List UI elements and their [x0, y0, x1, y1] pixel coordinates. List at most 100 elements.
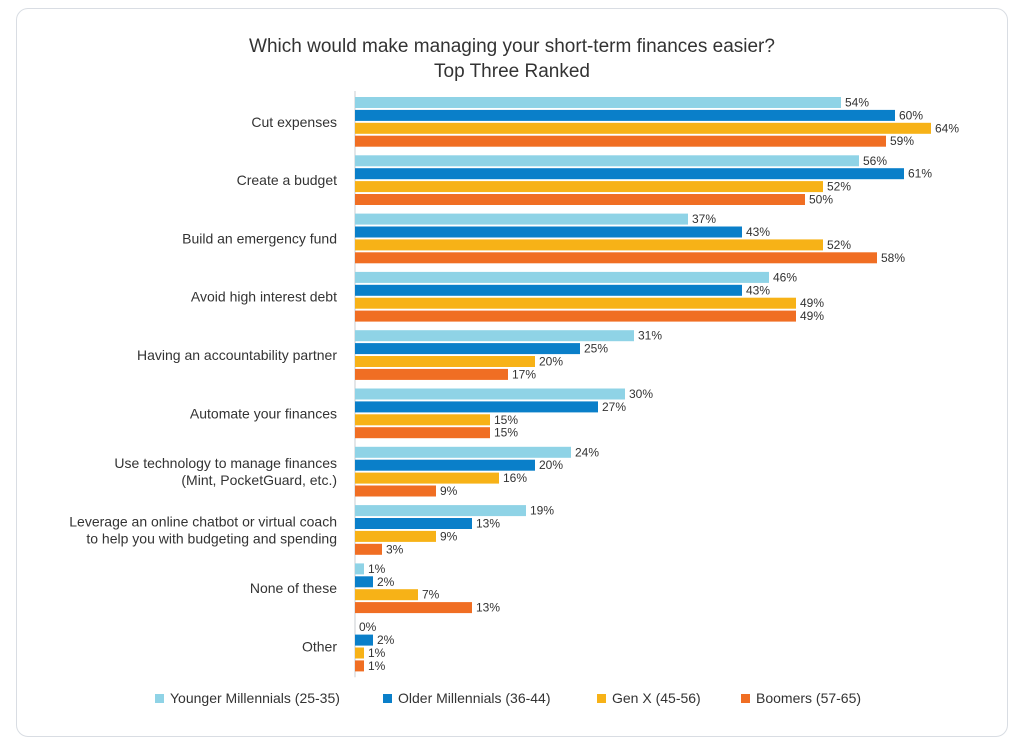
data-label: 7%	[422, 588, 440, 602]
category-label: Create a budget	[237, 172, 338, 188]
category-label: Cut expenses	[251, 114, 337, 130]
data-label: 17%	[512, 367, 536, 381]
data-label: 64%	[935, 121, 959, 135]
data-label: 2%	[377, 633, 395, 647]
data-label: 15%	[494, 413, 518, 427]
bar	[355, 181, 823, 193]
bar	[355, 485, 436, 497]
data-label: 1%	[368, 646, 386, 660]
bar	[355, 543, 382, 555]
data-label: 9%	[440, 529, 458, 543]
bar	[355, 647, 364, 659]
bar	[355, 563, 364, 575]
bar	[355, 446, 571, 458]
category-label: Other	[302, 639, 337, 655]
bar	[355, 602, 472, 614]
legend-swatch	[597, 693, 606, 703]
bar	[355, 297, 796, 309]
category-label: Avoid high interest debt	[191, 289, 337, 305]
data-label: 49%	[800, 296, 824, 310]
data-label: 59%	[890, 134, 914, 148]
data-label: 1%	[368, 562, 386, 576]
data-label: 43%	[746, 225, 770, 239]
bar	[355, 401, 598, 413]
legend-label: Boomers (57-65)	[756, 690, 862, 706]
bar	[355, 97, 841, 108]
category-label: Build an emergency fund	[182, 230, 337, 246]
bar	[355, 472, 499, 484]
bar	[355, 368, 508, 380]
bar	[355, 414, 490, 426]
data-label: 1%	[368, 659, 386, 673]
bar	[355, 530, 436, 542]
bar	[355, 135, 886, 147]
bar	[355, 122, 931, 134]
data-label: 25%	[584, 342, 608, 356]
bar	[355, 226, 742, 238]
data-label: 2%	[377, 575, 395, 589]
bar	[355, 660, 364, 672]
data-label: 54%	[845, 96, 869, 110]
category-label: Use technology to manage finances (Mint, …	[114, 455, 337, 488]
chart-subtitle: Top Three Ranked	[434, 61, 590, 82]
data-label: 0%	[359, 620, 377, 634]
bar	[355, 271, 769, 283]
bar	[355, 343, 580, 355]
category-label: None of these	[250, 580, 337, 596]
legend-swatch	[155, 693, 164, 703]
bar	[355, 284, 742, 296]
data-label: 30%	[629, 387, 653, 401]
data-label: 16%	[503, 471, 527, 485]
bar	[355, 459, 535, 471]
bar	[355, 634, 373, 646]
category-label: Leverage an online chatbot or virtual co…	[69, 513, 337, 546]
bar	[355, 518, 472, 529]
data-label: 50%	[809, 193, 833, 207]
bar	[355, 168, 904, 180]
legend-item: Younger Millennials (25-35)	[155, 690, 340, 706]
data-label: 31%	[638, 329, 662, 343]
data-label: 9%	[440, 484, 458, 498]
data-label: 60%	[899, 108, 923, 122]
data-label: 27%	[602, 400, 626, 414]
legend-item: Gen X (45-56)	[597, 690, 701, 706]
legend-swatch	[741, 693, 750, 703]
data-label: 24%	[575, 445, 599, 459]
data-label: 20%	[539, 355, 563, 369]
bar	[355, 330, 634, 342]
data-label: 43%	[746, 283, 770, 297]
bar	[355, 427, 490, 439]
bar	[355, 576, 373, 588]
data-label: 3%	[386, 542, 404, 556]
category-label: Having an accountability partner	[137, 347, 337, 363]
legend-label: Older Millennials (36-44)	[398, 690, 551, 706]
data-label: 52%	[827, 238, 851, 252]
data-label: 37%	[692, 212, 716, 226]
legend-item: Boomers (57-65)	[741, 690, 861, 706]
data-label: 49%	[800, 309, 824, 323]
legend-item: Older Millennials (36-44)	[383, 690, 551, 706]
chart-legend: Younger Millennials (25-35) Older Millenn…	[0, 690, 1024, 712]
category-label: Automate your finances	[190, 405, 337, 421]
legend-swatch	[383, 693, 392, 703]
data-label: 20%	[539, 458, 563, 472]
data-label: 13%	[476, 517, 500, 531]
legend-label: Gen X (45-56)	[612, 690, 701, 706]
bar	[355, 388, 625, 400]
data-label: 61%	[908, 167, 932, 181]
legend-label: Younger Millennials (25-35)	[170, 690, 340, 706]
data-label: 19%	[530, 504, 554, 518]
bar	[355, 356, 535, 367]
bar	[355, 239, 823, 251]
bar	[355, 213, 688, 225]
data-label: 15%	[494, 426, 518, 440]
bar	[355, 109, 895, 121]
data-label: 46%	[773, 270, 797, 284]
data-label: 56%	[863, 154, 887, 168]
bar	[355, 310, 796, 322]
bar	[355, 505, 526, 517]
bar	[355, 589, 418, 601]
bar	[355, 194, 805, 205]
bar	[355, 155, 859, 167]
bar	[355, 252, 877, 264]
